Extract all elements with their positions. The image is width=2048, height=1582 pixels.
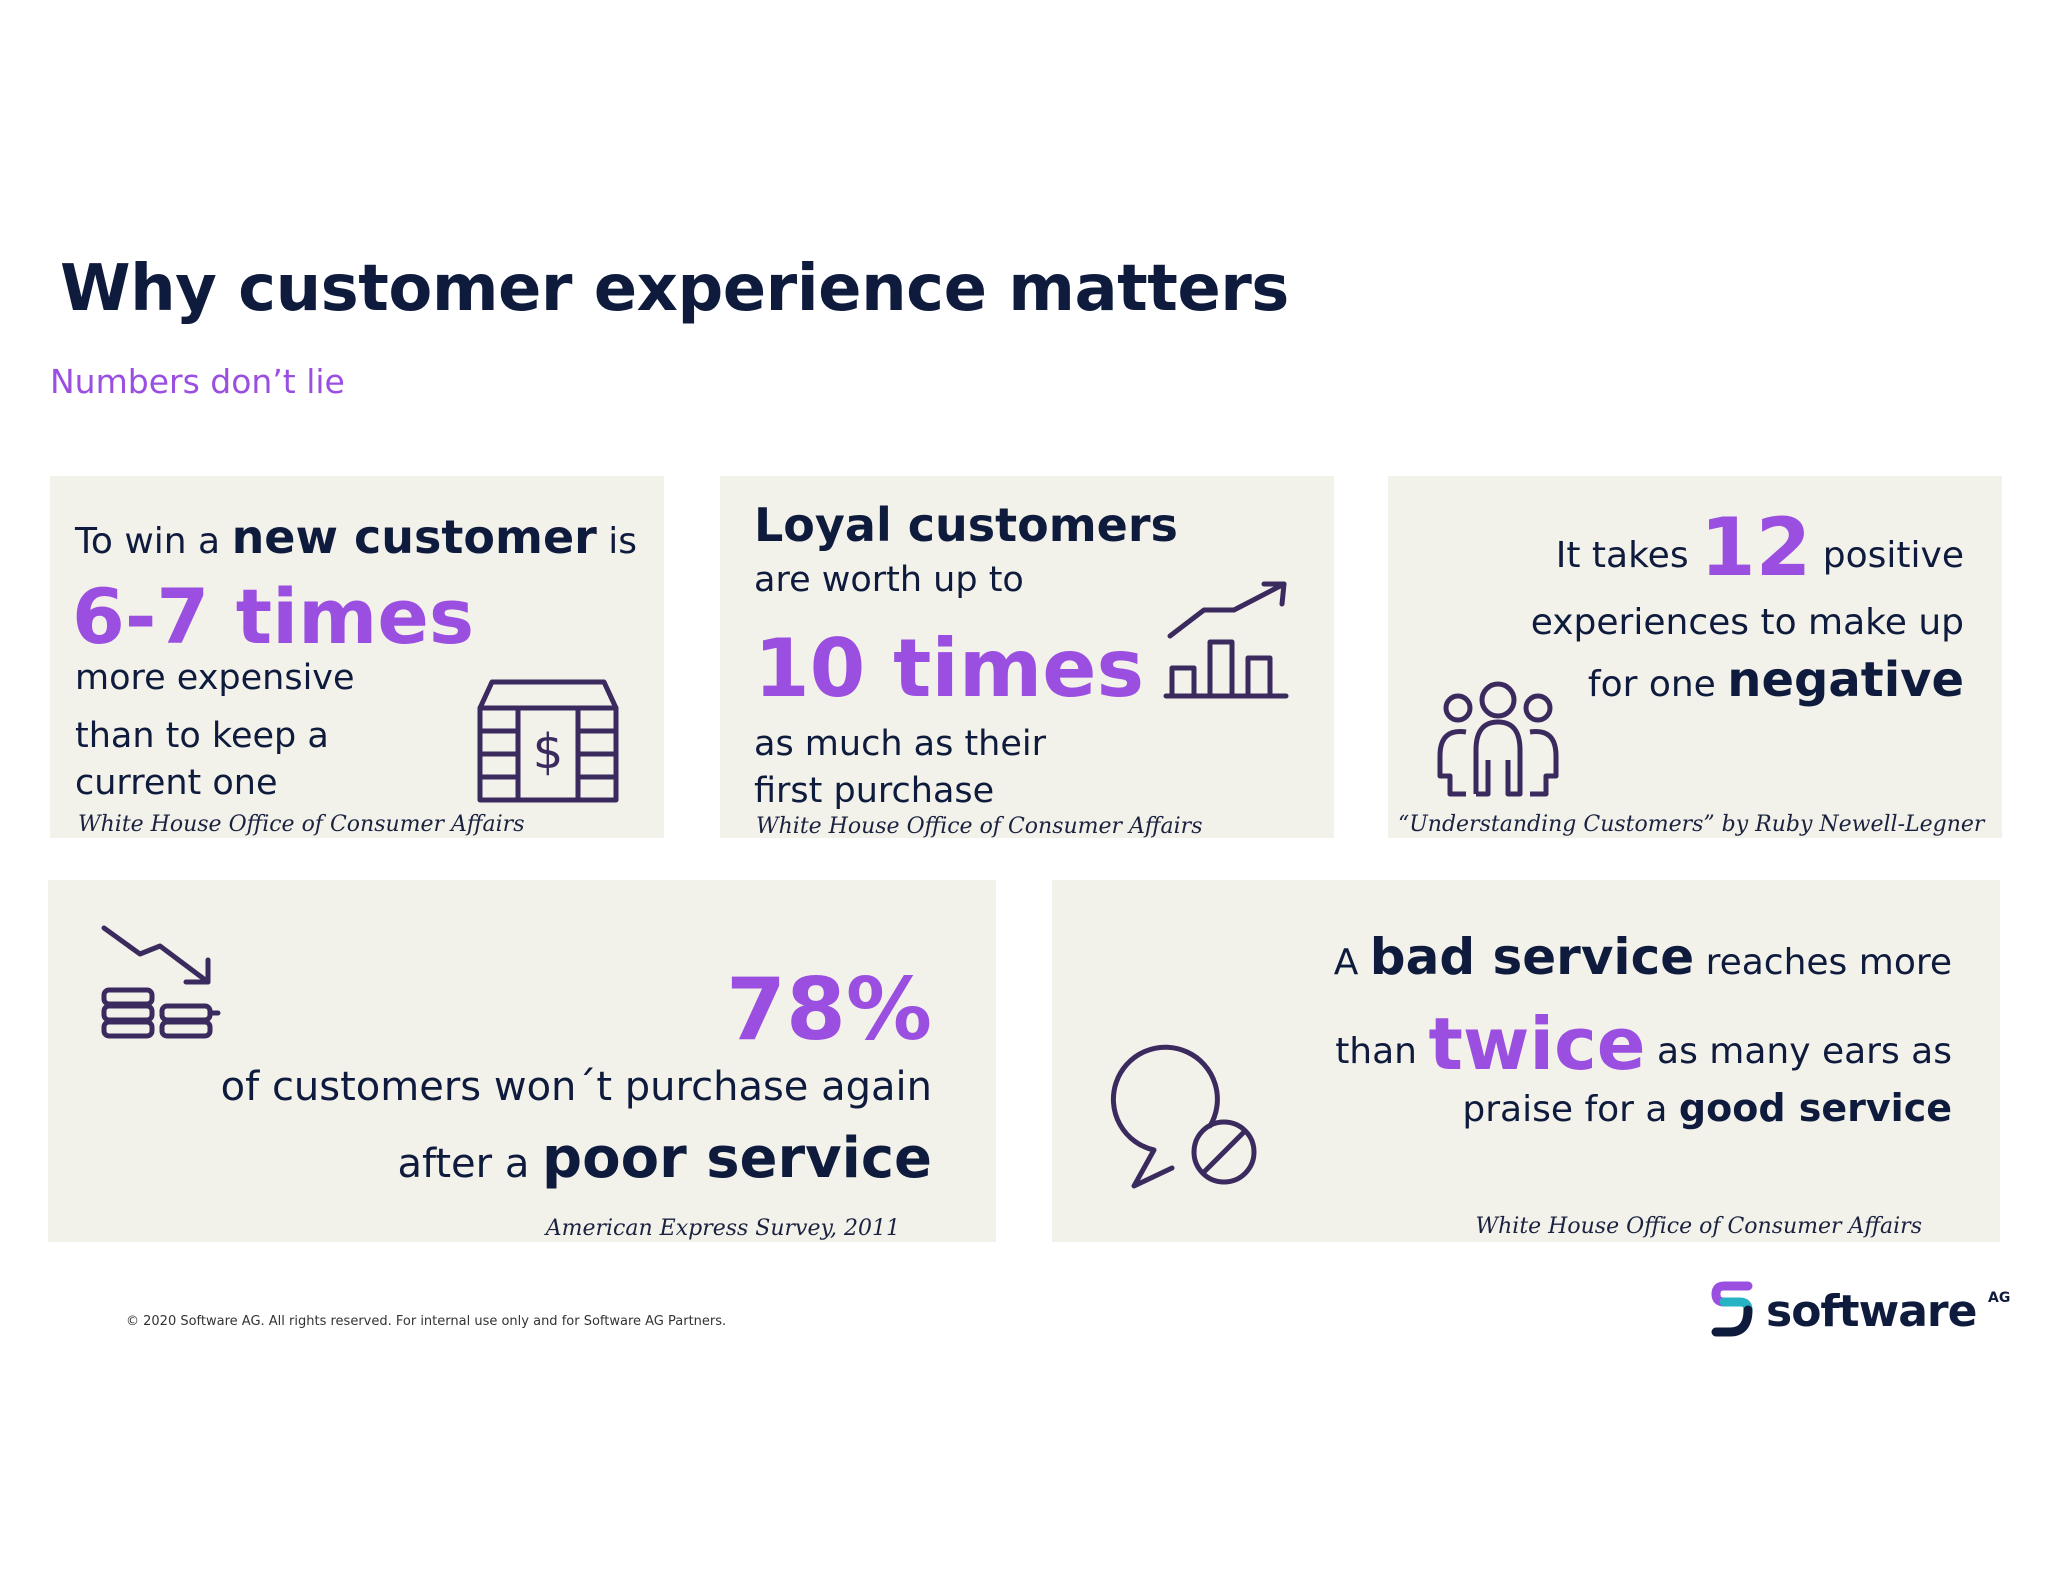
card5-source: White House Office of Consumer Affairs bbox=[1475, 1214, 1922, 1239]
cash-stack-icon: $ bbox=[477, 679, 619, 803]
logo-suffix: AG bbox=[1988, 1290, 2011, 1306]
stat-card-loyal-customers: Loyal customers are worth up to 10 times… bbox=[720, 476, 1334, 839]
card4-line1: of customers won´t purchase again bbox=[220, 1064, 932, 1110]
copyright-notice: © 2020 Software AG. All rights reserved.… bbox=[126, 1314, 727, 1329]
card1-source: White House Office of Consumer Affairs bbox=[78, 812, 525, 837]
card5-line3: praise for a good service bbox=[1462, 1086, 1952, 1130]
card3-line2: experiences to make up bbox=[1530, 602, 1964, 643]
card2-line1: are worth up to bbox=[754, 560, 1024, 600]
declining-coins-icon bbox=[101, 925, 221, 1039]
card3-line3: for one negative bbox=[1587, 652, 1964, 708]
card3-source: “Understanding Customers” by Ruby Newell… bbox=[1398, 812, 1985, 837]
card2-line3: first purchase bbox=[754, 771, 995, 811]
blocked-speech-bubble-icon bbox=[1110, 1044, 1257, 1189]
card1-line1: more expensive bbox=[75, 658, 355, 698]
stat-card-bad-service: A bad service reaches more than twice as… bbox=[1052, 880, 2000, 1242]
stat-card-new-customer: To win a new customer is 6-7 times more … bbox=[50, 476, 664, 838]
card4-line2: after a poor service bbox=[397, 1126, 932, 1191]
card5-line2: than twice as many ears as bbox=[1335, 1002, 1952, 1086]
card1-stat: 6-7 times bbox=[72, 572, 475, 661]
card1-heading: To win a new customer is bbox=[75, 510, 638, 564]
card4-source: American Express Survey, 2011 bbox=[545, 1216, 900, 1241]
logo-wordmark: software bbox=[1766, 1286, 1977, 1337]
card4-stat: 78% bbox=[726, 960, 932, 1060]
card3-line1: It takes 12 positive bbox=[1555, 501, 1964, 594]
stat-card-positive-experiences: It takes 12 positive experiences to make… bbox=[1388, 476, 2002, 838]
page-subtitle: Numbers don’t lie bbox=[50, 362, 345, 401]
card2-heading: Loyal customers bbox=[754, 498, 1178, 552]
svg-text:$: $ bbox=[533, 724, 564, 780]
card2-source: White House Office of Consumer Affairs bbox=[756, 814, 1203, 839]
card2-line2: as much as their bbox=[754, 724, 1046, 764]
card5-line1: A bad service reaches more bbox=[1333, 928, 1952, 986]
growth-chart-icon bbox=[1163, 581, 1289, 699]
card1-line3: current one bbox=[75, 763, 278, 803]
people-group-icon bbox=[1437, 681, 1559, 797]
card2-stat: 10 times bbox=[754, 622, 1145, 715]
software-ag-logo-icon bbox=[1711, 1281, 1753, 1337]
stat-card-purchase-again: 78% of customers won´t purchase again af… bbox=[48, 880, 996, 1242]
page-title: Why customer experience matters bbox=[60, 252, 1289, 326]
card1-line2: than to keep a bbox=[75, 716, 329, 756]
